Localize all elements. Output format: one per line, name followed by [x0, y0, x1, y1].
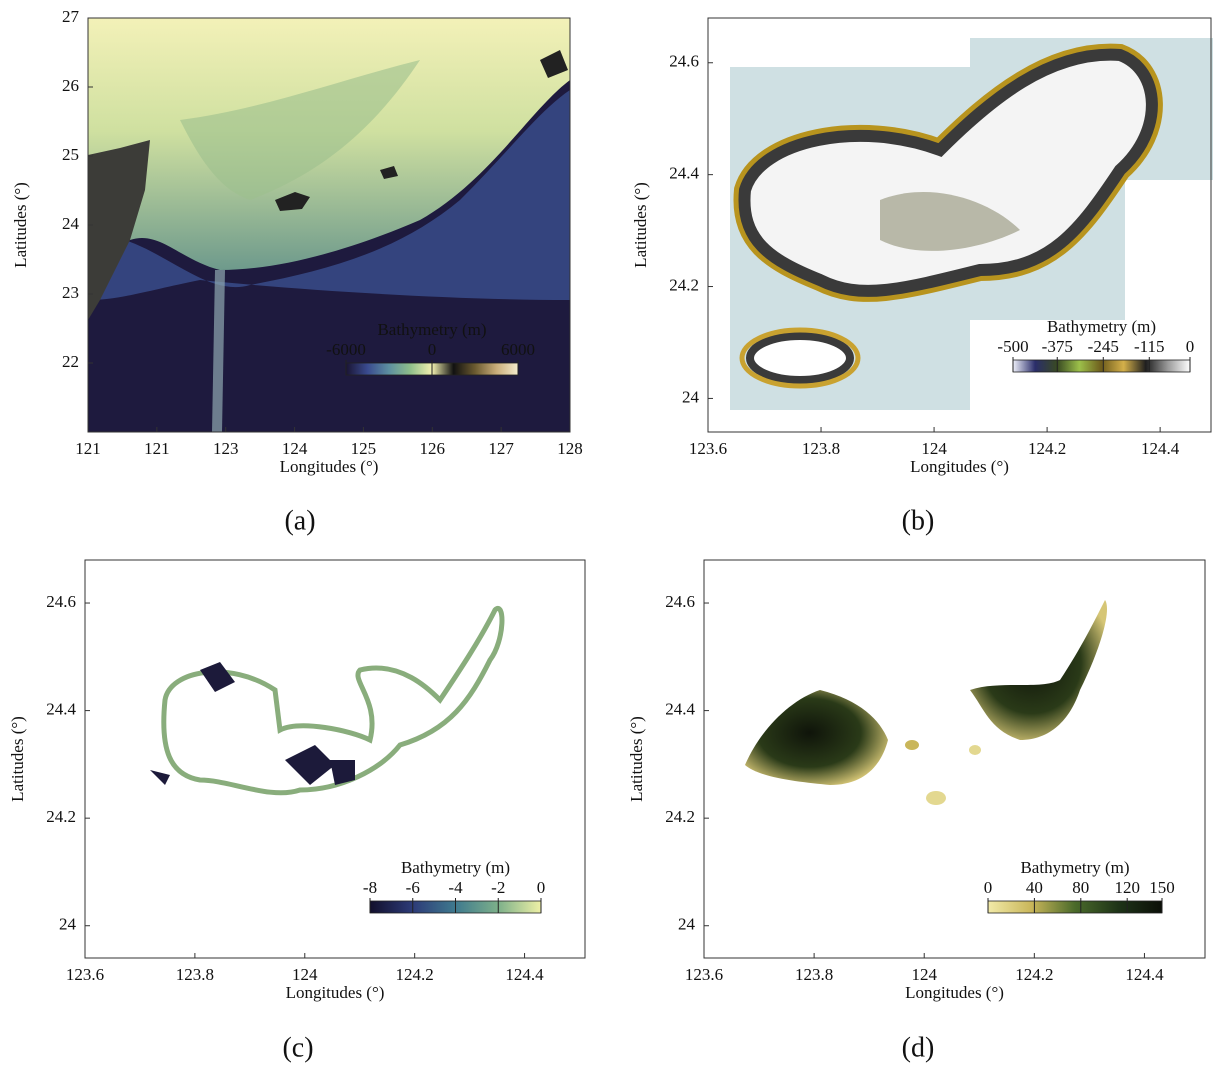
x-tick-label: 123.6 — [66, 965, 104, 984]
colorbar-tick-label: 120 — [1114, 878, 1140, 897]
y-axis-label: Latitudes (°) — [11, 182, 30, 268]
colorbar-title: Bathymetry (m) — [1020, 858, 1129, 877]
colorbar-tick-label: -115 — [1134, 337, 1165, 356]
colorbar-tick-label: -500 — [997, 337, 1028, 356]
x-tick-label: 123 — [213, 439, 239, 458]
colorbar-tick-label: -6 — [406, 878, 420, 897]
y-tick-label: 24.6 — [46, 592, 76, 611]
colorbar-title: Bathymetry (m) — [1047, 317, 1156, 336]
y-tick-label: 24 — [682, 387, 700, 406]
x-tick-label: 124 — [292, 965, 318, 984]
x-tick-label: 124 — [282, 439, 308, 458]
colorbar — [1013, 360, 1190, 372]
colorbar-title: Bathymetry (m) — [377, 320, 486, 339]
y-axis-label: Latitudes (°) — [8, 716, 27, 802]
x-tick-label: 124.2 — [1015, 965, 1053, 984]
colorbar-tick-label: 40 — [1026, 878, 1043, 897]
x-tick-label: 123.8 — [176, 965, 214, 984]
x-tick-label: 124.4 — [505, 965, 544, 984]
figure: 121 121 123 124 125 126 127 128 22 23 24 25 26 27 Long… — [0, 0, 1213, 1068]
y-tick-label: 24.2 — [665, 807, 695, 826]
y-tick-label: 24.2 — [669, 275, 699, 294]
colorbar-tick-label: 150 — [1149, 878, 1175, 897]
panel-label: (b) — [902, 505, 935, 536]
panel-label: (c) — [282, 1032, 313, 1063]
colorbar-tick-label: 0 — [428, 340, 437, 359]
map-c — [150, 608, 502, 792]
x-tick-label: 127 — [488, 439, 514, 458]
x-tick-label: 124.2 — [1028, 439, 1066, 458]
y-tick-label: 24.4 — [669, 164, 699, 183]
y-axis-label: Latitudes (°) — [631, 182, 650, 268]
y-tick-label: 24.4 — [665, 700, 695, 719]
y-tick-label: 24.6 — [665, 592, 695, 611]
x-tick-label: 121 — [144, 439, 170, 458]
colorbar-tick-label: -375 — [1042, 337, 1073, 356]
x-tick-label: 124.4 — [1125, 965, 1164, 984]
y-tick-label: 24.2 — [46, 807, 76, 826]
y-tick-label: 23 — [62, 283, 79, 302]
x-tick-label: 124.4 — [1141, 439, 1180, 458]
x-axis-label: Longitudes (°) — [286, 983, 385, 1002]
x-tick-label: 124 — [921, 439, 947, 458]
x-axis-label: Longitudes (°) — [905, 983, 1004, 1002]
x-axis-label: Longitudes (°) — [910, 457, 1009, 476]
y-axis-label: Latitudes (°) — [627, 716, 646, 802]
colorbar-tick-label: -245 — [1088, 337, 1119, 356]
y-tick-label: 24 — [59, 915, 77, 934]
x-tick-label: 121 — [75, 439, 101, 458]
colorbar-tick-label: -8 — [363, 878, 377, 897]
y-tick-label: 24 — [678, 915, 696, 934]
panel-label: (a) — [284, 505, 315, 536]
y-tick-label: 24.4 — [46, 700, 76, 719]
y-tick-label: 22 — [62, 352, 79, 371]
x-tick-label: 128 — [557, 439, 583, 458]
x-tick-label: 123.8 — [795, 965, 833, 984]
x-tick-label: 124.2 — [396, 965, 434, 984]
colorbar-tick-label: 6000 — [501, 340, 535, 359]
colorbar — [988, 901, 1162, 913]
colorbar-tick-label: 0 — [1186, 337, 1195, 356]
colorbar-tick-label: -6000 — [326, 340, 366, 359]
colorbar-tick-label: -2 — [491, 878, 505, 897]
colorbar-title: Bathymetry (m) — [401, 858, 510, 877]
x-tick-label: 124 — [911, 965, 937, 984]
x-axis-label: Longitudes (°) — [280, 457, 379, 476]
y-tick-label: 25 — [62, 145, 79, 164]
y-tick-label: 24 — [62, 214, 80, 233]
x-tick-label: 125 — [351, 439, 377, 458]
colorbar-tick-label: 80 — [1072, 878, 1089, 897]
x-tick-label: 123.8 — [802, 439, 840, 458]
colorbar-tick-label: -4 — [448, 878, 463, 897]
x-tick-label: 126 — [420, 439, 446, 458]
panel-label: (d) — [902, 1032, 935, 1063]
x-tick-label: 123.6 — [689, 439, 727, 458]
x-tick-label: 123.6 — [685, 965, 723, 984]
y-tick-label: 26 — [62, 76, 79, 95]
colorbar-tick-label: 0 — [984, 878, 993, 897]
colorbar-tick-label: 0 — [537, 878, 546, 897]
y-tick-label: 24.6 — [669, 52, 699, 71]
map-d — [745, 600, 1107, 805]
y-tick-label: 27 — [62, 7, 80, 26]
